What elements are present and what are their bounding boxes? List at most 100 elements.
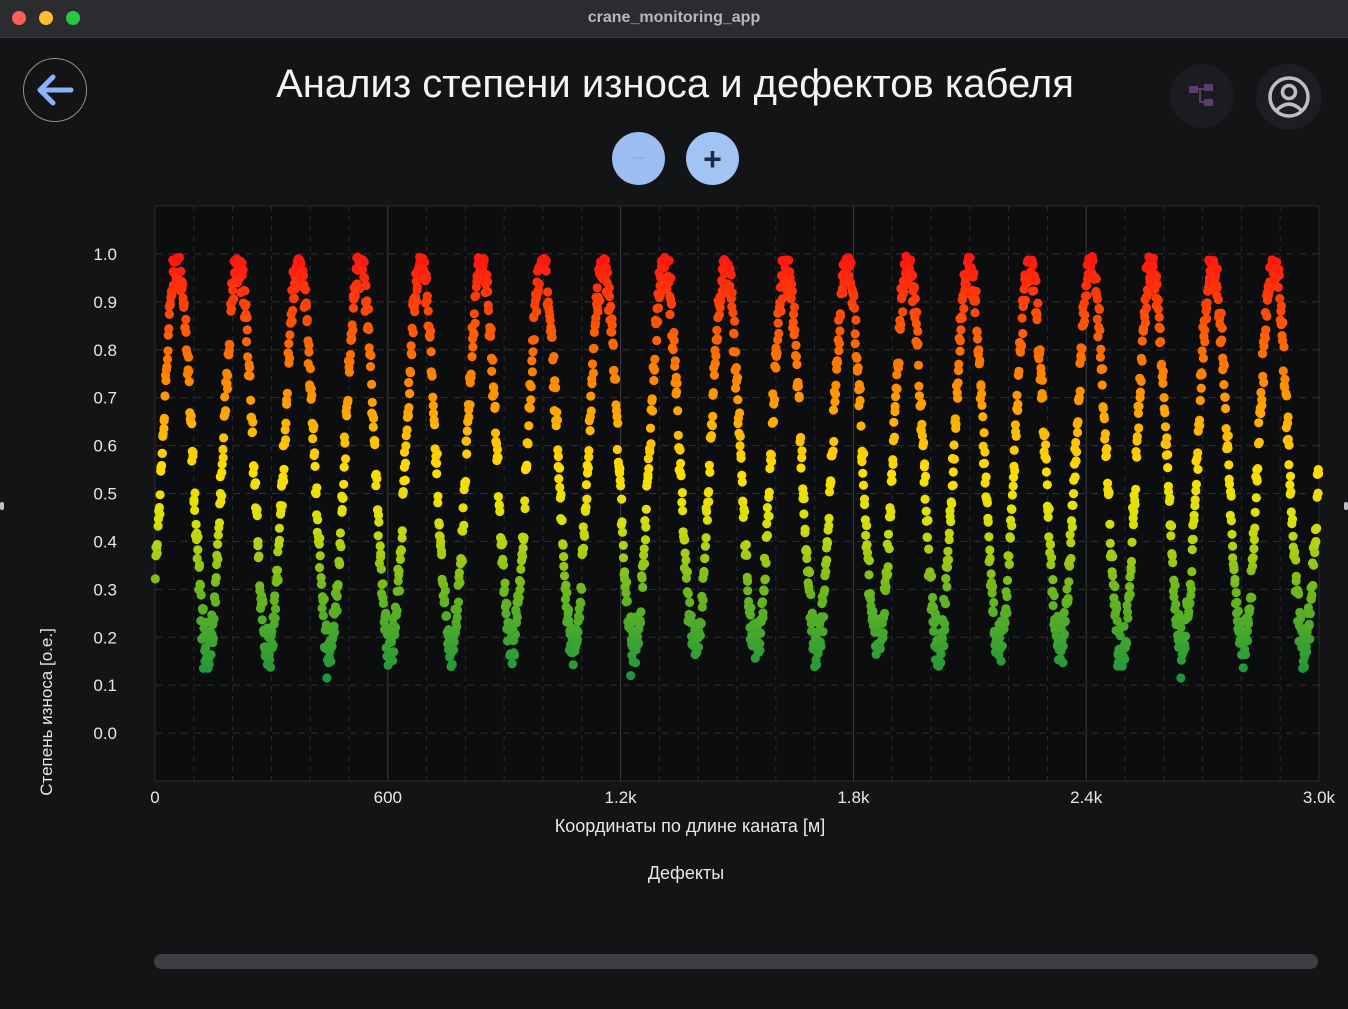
data-point <box>154 502 164 513</box>
data-point <box>1140 318 1151 328</box>
data-point <box>1304 619 1314 629</box>
data-point <box>737 470 747 480</box>
data-point <box>209 614 219 624</box>
data-point <box>298 271 309 281</box>
data-point <box>1305 634 1315 644</box>
data-point <box>257 615 267 625</box>
data-point <box>771 363 781 373</box>
data-point <box>1195 395 1205 406</box>
data-point <box>254 551 264 561</box>
window-edge-right <box>1344 502 1348 510</box>
horizontal-scrollbar[interactable] <box>154 954 1318 969</box>
data-point <box>163 346 173 356</box>
data-point <box>972 327 982 337</box>
data-point <box>849 291 859 301</box>
data-point <box>620 567 630 577</box>
data-point <box>846 258 856 268</box>
data-point <box>223 371 233 381</box>
data-point <box>913 339 923 349</box>
data-point <box>402 425 412 435</box>
data-point <box>1193 448 1203 458</box>
zoom-out-label: − <box>629 141 648 175</box>
data-point <box>802 547 812 557</box>
data-point <box>520 496 530 506</box>
data-point <box>289 293 299 303</box>
data-point <box>420 257 430 267</box>
data-point <box>1012 390 1022 400</box>
data-point-outlier <box>322 673 332 683</box>
data-point <box>680 548 690 558</box>
window-minimize-button[interactable] <box>39 11 53 25</box>
data-point <box>762 503 773 513</box>
data-point <box>681 555 691 565</box>
data-point <box>793 381 804 391</box>
data-point <box>174 252 185 263</box>
profile-button[interactable] <box>1256 64 1322 130</box>
data-point <box>1134 401 1144 411</box>
data-point <box>640 535 651 545</box>
data-point <box>647 394 657 404</box>
window-maximize-button[interactable] <box>66 11 80 25</box>
data-point <box>193 532 203 542</box>
data-point <box>1290 547 1300 557</box>
plot-area[interactable] <box>154 205 1320 782</box>
data-point <box>1148 253 1158 263</box>
data-point <box>977 400 987 410</box>
zoom-out-button[interactable]: − <box>612 132 665 185</box>
data-point <box>878 628 888 638</box>
data-point <box>310 448 320 458</box>
data-point <box>454 568 464 578</box>
data-point <box>735 408 745 418</box>
data-point <box>461 476 471 487</box>
data-point <box>514 593 524 603</box>
data-point <box>898 307 908 317</box>
data-point <box>225 340 235 350</box>
tree-view-button[interactable] <box>1170 64 1234 128</box>
data-point <box>405 389 415 399</box>
data-point <box>483 305 494 316</box>
data-point <box>883 529 894 539</box>
data-point <box>187 419 197 429</box>
data-point <box>617 494 627 504</box>
data-point <box>161 375 171 386</box>
data-point <box>545 315 555 325</box>
data-point <box>327 642 337 652</box>
data-point <box>972 334 983 344</box>
data-point <box>1064 577 1074 587</box>
window-close-button[interactable] <box>12 11 26 25</box>
data-point <box>780 279 790 289</box>
window-edge-left <box>0 502 4 510</box>
data-point <box>213 554 223 564</box>
data-point <box>1278 366 1288 376</box>
data-point <box>587 359 598 369</box>
y-tick-labels: 0.0 0.1 0.2 0.3 0.4 0.5 0.6 0.7 0.8 0.9 1.0 <box>93 245 117 743</box>
data-point <box>457 556 467 566</box>
data-point <box>1138 326 1149 336</box>
data-point <box>332 591 342 601</box>
data-point <box>1079 298 1089 308</box>
data-point <box>359 257 369 267</box>
data-point <box>357 265 367 275</box>
data-point <box>1058 658 1068 668</box>
data-point <box>518 543 528 553</box>
data-point <box>853 363 863 373</box>
data-point <box>1009 445 1019 455</box>
data-point <box>881 582 891 592</box>
data-point <box>398 487 408 497</box>
zoom-in-button[interactable]: + <box>686 132 739 185</box>
data-point <box>907 270 918 281</box>
data-point <box>942 582 952 592</box>
data-point <box>342 411 352 421</box>
data-point <box>364 324 374 335</box>
data-point <box>1000 618 1010 628</box>
data-point <box>942 562 953 572</box>
data-point <box>768 416 779 427</box>
data-point <box>954 359 964 369</box>
back-button[interactable] <box>23 58 87 122</box>
data-point <box>1230 574 1240 584</box>
data-point <box>971 296 981 306</box>
data-point <box>731 363 742 373</box>
data-point <box>1032 315 1042 325</box>
data-point <box>746 603 756 613</box>
data-point <box>1066 538 1076 548</box>
